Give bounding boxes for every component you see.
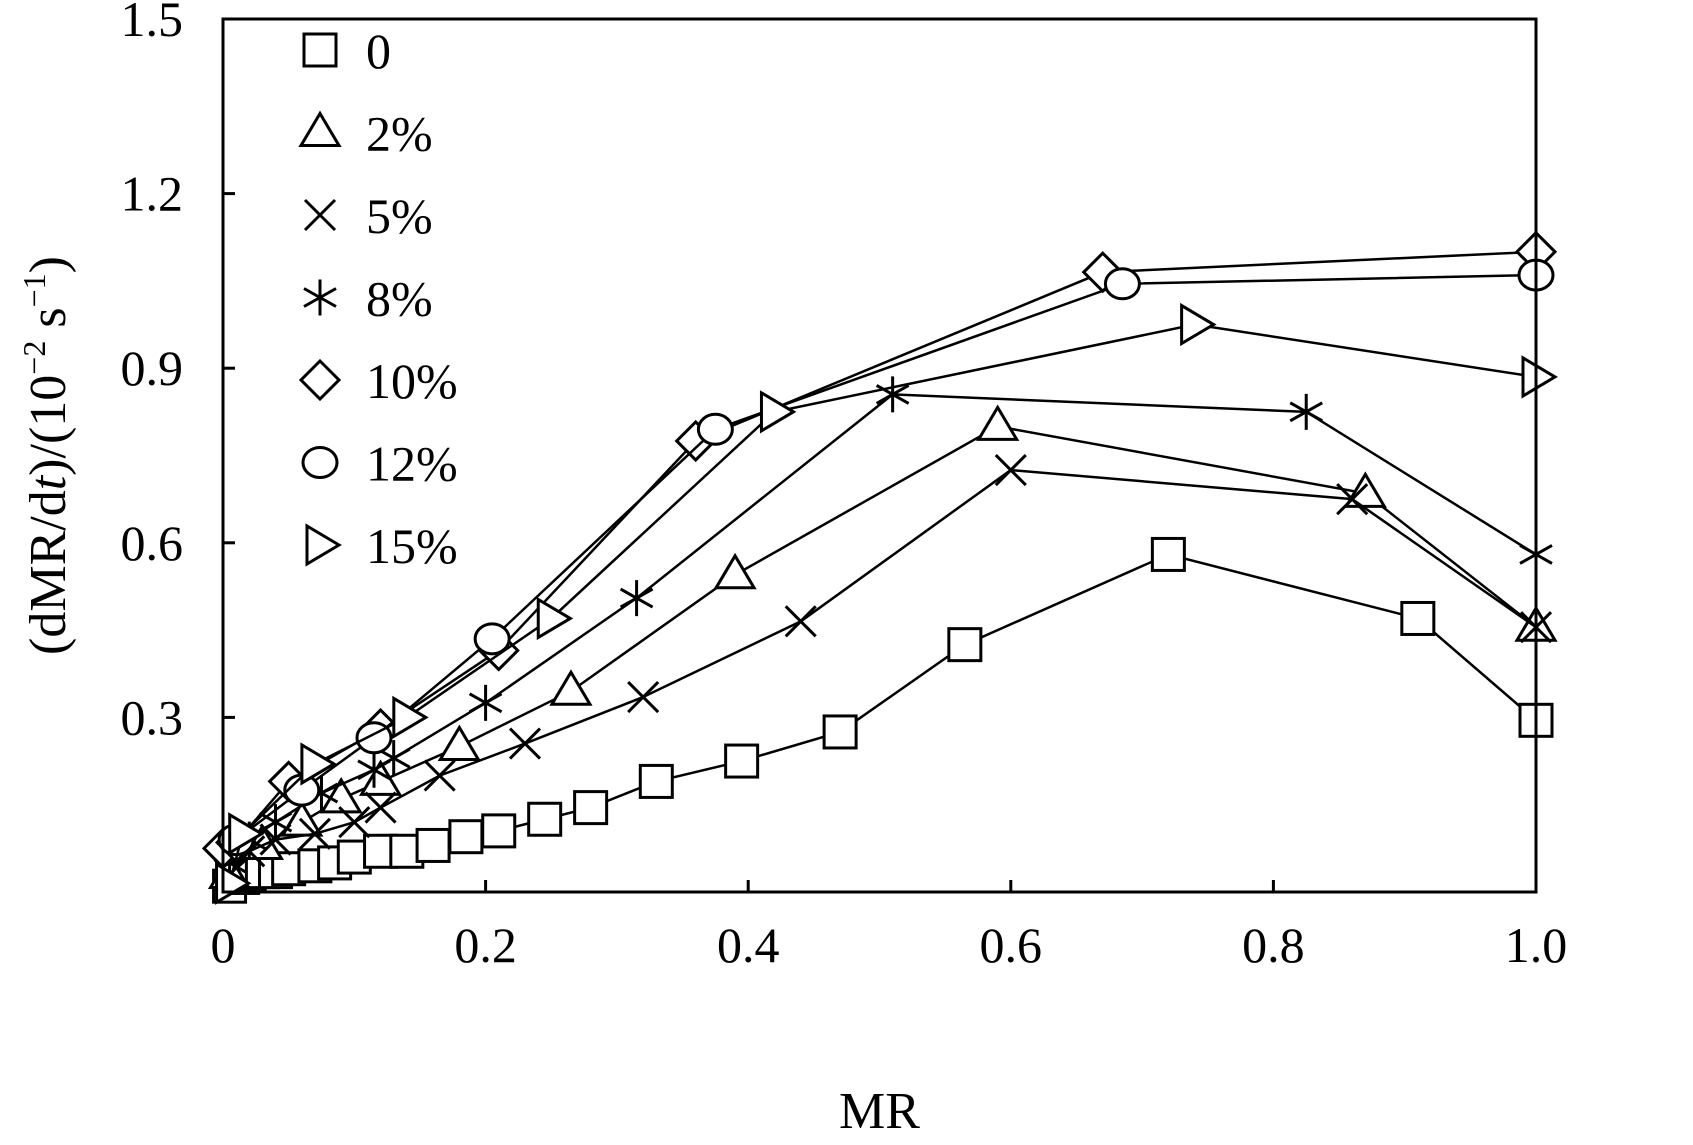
series-line bbox=[228, 323, 1537, 884]
data-point-square bbox=[638, 763, 674, 799]
legend-item: 2% bbox=[298, 106, 433, 162]
data-point-x bbox=[627, 680, 660, 714]
y-axis-title-italic-t: t bbox=[20, 474, 77, 490]
data-point-triangle-up bbox=[319, 776, 363, 814]
y-axis-title-exponent: −1 bbox=[16, 273, 52, 307]
x-axis-title: MR bbox=[839, 1083, 920, 1140]
data-point-triangle-up bbox=[1343, 471, 1387, 508]
legend-label: 2% bbox=[366, 106, 433, 162]
data-point-x bbox=[994, 453, 1027, 487]
x-tick-label: 0.8 bbox=[1242, 917, 1305, 973]
y-tick-label: 1.2 bbox=[121, 166, 184, 222]
y-axis-title-part: s bbox=[20, 307, 77, 340]
data-point-x bbox=[298, 817, 331, 850]
data-point-asterisk bbox=[619, 580, 654, 617]
data-point-square bbox=[1400, 600, 1436, 636]
y-tick-label: 0.6 bbox=[121, 515, 184, 571]
data-point-square bbox=[415, 827, 451, 863]
data-point-square bbox=[1150, 536, 1186, 572]
data-point-square bbox=[822, 714, 858, 750]
data-point-circle bbox=[473, 622, 511, 656]
y-tick-label: 0.3 bbox=[121, 689, 184, 745]
x-tick-label: 0.6 bbox=[980, 917, 1043, 973]
data-point-triangle-up bbox=[713, 552, 757, 590]
x-tick-label: 0.2 bbox=[454, 917, 517, 973]
legend-marker-triangle-up bbox=[298, 110, 342, 147]
data-point-x bbox=[1336, 483, 1369, 516]
axis-ticks: 0 0.2 0.4 0.6 0.8 1.0 0.3 0.6 0.9 1.2 1.5 bbox=[121, 0, 1568, 973]
data-point-square bbox=[724, 743, 760, 779]
data-point-triangle-right bbox=[228, 812, 265, 856]
legend-label: 8% bbox=[366, 271, 433, 327]
legend-item: 8% bbox=[303, 271, 433, 327]
legend-label: 12% bbox=[366, 436, 458, 492]
data-point-x bbox=[784, 605, 817, 638]
data-point-x bbox=[508, 727, 542, 760]
series-15pct bbox=[215, 302, 1558, 905]
series-8pct bbox=[212, 376, 1553, 881]
legend-item: 0 bbox=[302, 23, 391, 79]
data-point-triangle-up bbox=[437, 724, 481, 761]
data-point-triangle-right bbox=[300, 742, 337, 786]
y-tick-label: 1.5 bbox=[121, 0, 184, 47]
data-point-circle bbox=[696, 412, 734, 446]
data-point-square bbox=[481, 813, 517, 849]
data-point-triangle-right bbox=[1180, 302, 1217, 347]
data-point-square bbox=[573, 790, 609, 826]
legend-label: 15% bbox=[366, 518, 458, 574]
legend-marker-square bbox=[302, 32, 338, 68]
legend-label: 10% bbox=[366, 353, 458, 409]
y-axis-title-part: ) bbox=[20, 256, 77, 273]
data-point-square bbox=[448, 819, 484, 855]
legend-item: 15% bbox=[305, 518, 458, 574]
data-point-triangle-right bbox=[1521, 355, 1558, 399]
data-point-triangle-up bbox=[549, 669, 593, 706]
legend-marker-circle bbox=[301, 446, 339, 479]
data-point-square bbox=[527, 801, 563, 837]
legend-label: 5% bbox=[366, 188, 433, 244]
data-point-asterisk bbox=[468, 684, 503, 721]
y-axis-title-part: )/(10 bbox=[20, 375, 77, 476]
legend-label: 0 bbox=[366, 23, 391, 79]
data-point-x bbox=[338, 806, 371, 839]
x-tick-label: 1.0 bbox=[1505, 917, 1568, 973]
data-point-circle bbox=[1103, 267, 1141, 301]
data-point-triangle-right bbox=[392, 695, 429, 740]
data-point-x bbox=[364, 791, 397, 824]
y-axis-title: (dMR/dt)/(10−2 s−1) bbox=[16, 256, 77, 655]
data-point-triangle-right bbox=[759, 390, 797, 434]
x-tick-label: 0.4 bbox=[717, 917, 780, 973]
x-tick-label: 0 bbox=[211, 917, 236, 973]
y-axis-title-exponent: −2 bbox=[16, 341, 52, 375]
legend-item: 5% bbox=[303, 188, 433, 244]
legend-item: 12% bbox=[301, 436, 458, 492]
y-axis-title-part: (dMR/d bbox=[20, 490, 77, 655]
plot-area-frame bbox=[221, 17, 1538, 894]
legend-marker-triangle-right bbox=[305, 523, 342, 567]
legend-item: 10% bbox=[298, 353, 458, 409]
legend: 0 2% 5% 8% 10% 12% 15% bbox=[298, 23, 458, 574]
data-point-triangle-up bbox=[976, 404, 1020, 441]
data-point-x bbox=[423, 759, 456, 792]
data-point-triangle-right bbox=[536, 596, 574, 641]
series-line bbox=[228, 425, 1537, 876]
legend-marker-asterisk bbox=[303, 279, 337, 316]
legend-marker-diamond bbox=[298, 358, 342, 402]
y-tick-label: 0.9 bbox=[121, 340, 184, 396]
data-point-asterisk bbox=[1289, 393, 1323, 430]
legend-marker-x bbox=[303, 198, 337, 232]
data-point-square bbox=[947, 627, 983, 663]
